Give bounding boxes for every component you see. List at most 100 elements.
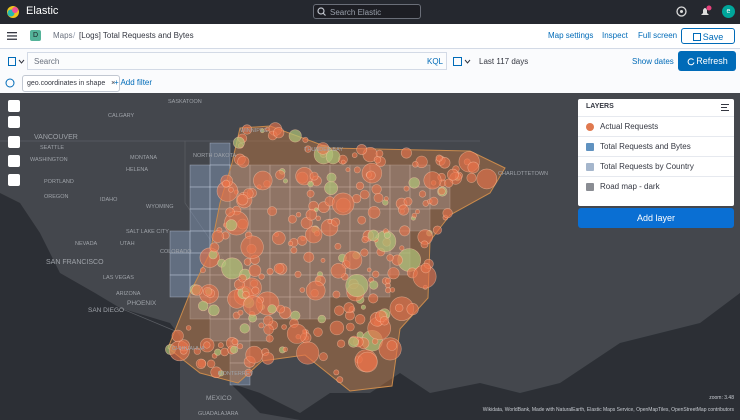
breadcrumb[interactable]: Maps: [53, 31, 73, 40]
help-icon[interactable]: [676, 6, 687, 17]
filter-remove[interactable]: ×: [111, 80, 116, 87]
layer-row[interactable]: Actual Requests: [578, 116, 734, 137]
request-dot: [331, 192, 355, 216]
request-dot: [245, 345, 263, 364]
request-dot: [320, 257, 326, 263]
place-label: COLORADO: [160, 249, 192, 255]
request-dot: [209, 242, 220, 253]
map-settings-link[interactable]: Map settings: [548, 31, 594, 40]
request-dot: [253, 170, 273, 191]
request-dot: [221, 257, 244, 280]
saved-query-icon[interactable]: [8, 57, 26, 66]
avatar[interactable]: e: [722, 5, 735, 18]
layer-row[interactable]: Road map - dark: [578, 176, 734, 197]
measure-button[interactable]: [8, 155, 20, 167]
app-badge[interactable]: D: [30, 30, 41, 41]
request-dot: [345, 167, 351, 173]
request-dot: [387, 267, 400, 280]
notifications-icon[interactable]: [699, 5, 712, 18]
place-label: VANCOUVER: [34, 134, 78, 141]
request-dot: [347, 336, 359, 348]
request-dot: [403, 185, 410, 192]
request-dot: [225, 207, 235, 217]
request-dot: [385, 277, 392, 284]
request-dot: [271, 231, 286, 245]
full-screen-link[interactable]: Full screen: [638, 31, 678, 40]
fit-bounds-button[interactable]: [8, 136, 20, 148]
request-dot: [366, 170, 376, 181]
request-dot: [324, 181, 338, 195]
layer-icon: [586, 163, 594, 171]
layers-panel: LAYERS Actual Requests Total Requests and…: [578, 99, 734, 206]
request-dot: [340, 159, 346, 165]
request-dot: [243, 258, 252, 266]
layer-name: Total Requests and Bytes: [600, 142, 691, 151]
place-label: GUADALAJARA: [198, 411, 239, 417]
request-dot: [400, 147, 412, 159]
request-dot: [403, 197, 413, 206]
request-dot: [239, 323, 250, 334]
zoom-in-button[interactable]: [8, 100, 20, 112]
filter-options-icon[interactable]: [5, 78, 15, 88]
request-dot: [316, 142, 330, 155]
global-search[interactable]: Search Elastic: [313, 4, 421, 19]
request-dot: [384, 287, 391, 294]
request-dot: [275, 169, 286, 180]
request-dot: [368, 293, 379, 304]
request-dot: [334, 242, 342, 250]
collapse-icon[interactable]: [721, 104, 729, 111]
grid-cell: [169, 274, 191, 298]
map[interactable]: SASKATOON CALGARY WINNIPEG VANCOUVER SEA…: [0, 93, 740, 420]
place-label: CHIHUAHUA: [172, 346, 205, 352]
draw-tools-button[interactable]: [8, 174, 20, 186]
request-dot: [372, 270, 380, 278]
request-dot: [251, 286, 260, 295]
breadcrumb: [Logs] Total Requests and Bytes: [79, 31, 194, 40]
layer-row[interactable]: Total Requests and Bytes: [578, 136, 734, 157]
add-filter[interactable]: + Add filter: [114, 78, 153, 87]
request-dot: [296, 341, 320, 365]
date-picker-icon[interactable]: [453, 57, 473, 66]
filter-pill[interactable]: geo.coordinates in shape ×: [22, 75, 121, 92]
request-dot: [367, 229, 380, 242]
place-label: UTAH: [120, 241, 135, 247]
place-label: MEXICO: [206, 395, 232, 402]
request-dot: [399, 245, 405, 251]
grid-cell: [169, 252, 191, 276]
request-dot: [199, 267, 206, 274]
show-dates[interactable]: Show dates: [632, 57, 674, 66]
grid-cell: [189, 186, 211, 210]
request-dot: [331, 217, 341, 227]
query-input[interactable]: [27, 52, 447, 70]
layer-row[interactable]: Total Requests by Country: [578, 156, 734, 177]
request-dot: [399, 225, 410, 237]
request-dot: [263, 324, 274, 335]
refresh-button[interactable]: Refresh: [678, 51, 736, 71]
request-dot: [225, 219, 238, 231]
request-dot: [217, 342, 224, 349]
place-label: CALGARY: [108, 113, 135, 119]
request-dot: [244, 368, 253, 377]
attribution[interactable]: Wikidata, WorldBank, Made with NaturalEa…: [483, 407, 735, 413]
request-dot: [171, 329, 184, 342]
request-dot: [236, 193, 249, 206]
grid-cell: [189, 208, 211, 232]
request-dot: [266, 268, 274, 276]
request-dot: [304, 145, 312, 153]
elastic-logo[interactable]: [6, 5, 20, 19]
request-dot: [446, 168, 459, 181]
request-dot: [361, 236, 369, 244]
request-dot: [294, 270, 302, 278]
add-layer-button[interactable]: Add layer: [578, 208, 734, 228]
request-dot: [240, 235, 264, 259]
query-language[interactable]: KQL: [427, 57, 444, 66]
layer-icon: [586, 123, 594, 131]
time-range[interactable]: Last 117 days: [479, 57, 529, 66]
zoom-out-button[interactable]: [8, 116, 20, 128]
menu-icon[interactable]: [7, 32, 17, 40]
request-dot: [232, 136, 245, 149]
save-button[interactable]: Save: [681, 28, 735, 44]
inspect-link[interactable]: Inspect: [602, 31, 628, 40]
request-dot: [238, 274, 247, 283]
place-label: IDAHO: [100, 197, 118, 203]
